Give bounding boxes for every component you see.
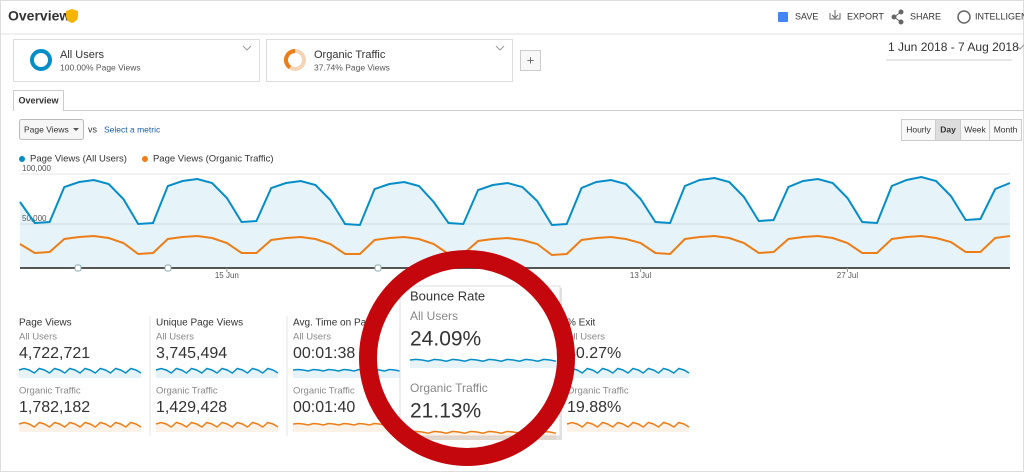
dropdown-caret[interactable]	[242, 45, 252, 51]
segment-label: Organic Traffic	[293, 386, 355, 397]
granularity-button[interactable]	[989, 119, 1022, 141]
scorecard-title: Bounce Rate	[410, 288, 485, 303]
segment-detail: 37.74% Page Views	[314, 62, 390, 72]
series-line	[19, 175, 1011, 227]
segment-label: Organic Traffic	[156, 386, 218, 397]
sparkline	[155, 367, 279, 374]
metric-value: 00:01:40	[293, 399, 355, 416]
segment-label: Organic Traffic	[19, 386, 81, 397]
segment-box[interactable]	[13, 39, 260, 82]
add-segment-button[interactable]	[520, 50, 541, 71]
scorecard-title: % Exit	[567, 318, 596, 329]
granularity-label: Hourly	[906, 124, 931, 134]
granularity-label: Week	[964, 124, 986, 134]
scorecard-title: Avg. Time on Page	[293, 318, 378, 329]
legend-label: Page Views (All Users)	[30, 154, 127, 165]
save-icon[interactable]	[778, 12, 788, 22]
page-title: Overview	[8, 8, 70, 24]
sparkline	[292, 368, 416, 372]
metric-value: 40.27%	[567, 345, 621, 362]
legend-label: Page Views (Organic Traffic)	[153, 154, 274, 165]
segment-label: All Users	[156, 332, 194, 343]
series-line	[19, 234, 1011, 257]
segment-label: All Users	[293, 332, 331, 343]
sparkline	[18, 367, 142, 374]
segment-box[interactable]	[266, 39, 513, 82]
y-tick-label: 50,000	[22, 214, 47, 223]
highlight-ring	[359, 250, 575, 466]
segment-ring	[30, 49, 52, 71]
dropdown-caret[interactable]	[495, 45, 505, 51]
segment-label: All Users	[567, 332, 605, 343]
segment-label: Organic Traffic	[567, 386, 629, 397]
tab-label: Overview	[18, 95, 59, 105]
metric-value: 4,722,721	[19, 345, 90, 362]
sparkline	[18, 421, 142, 428]
metric-value: 24.09%	[410, 328, 481, 351]
legend-swatch	[19, 156, 25, 162]
area	[20, 177, 1010, 268]
metric-value: 3,745,494	[156, 345, 227, 362]
vs-label: vs	[88, 124, 98, 134]
scorecard-title: Page Views	[19, 318, 72, 329]
share-icon[interactable]	[891, 9, 904, 25]
save-button[interactable]: SAVE	[795, 11, 818, 21]
sparkline	[155, 421, 279, 428]
segment-name: All Users	[60, 49, 105, 61]
annotation-marker[interactable]	[74, 264, 82, 272]
sparkline	[409, 358, 557, 362]
x-tick-label: 15 Jun	[215, 271, 239, 280]
select-metric-link[interactable]: Select a metric	[104, 124, 161, 134]
metric-value: 21.13%	[410, 400, 481, 423]
x-tick-label: 13 Jul	[630, 271, 652, 280]
segment-label: All Users	[410, 309, 458, 323]
dropdown-caret	[73, 128, 79, 131]
scorecard-title: Unique Page Views	[156, 318, 243, 329]
annotation-marker[interactable]	[164, 264, 172, 272]
tab-mask	[14, 108, 63, 112]
segment-ring	[283, 48, 296, 70]
add-segment-label: +	[527, 52, 535, 67]
segment-label: Organic Traffic	[410, 381, 488, 395]
metric-value: 19.88%	[567, 399, 621, 416]
granularity-label: Month	[994, 124, 1018, 134]
export-button[interactable]: EXPORT	[847, 11, 884, 21]
y-tick-label: 100,000	[22, 164, 51, 173]
legend-swatch	[141, 156, 148, 162]
x-tick-label: 27 Jul	[837, 271, 859, 280]
metric-value: 1,429,428	[156, 399, 227, 416]
granularity-label: Day	[940, 124, 956, 134]
segment-label: All Users	[19, 332, 57, 343]
date-range[interactable]: 1 Jun 2018 - 7 Aug 2018	[888, 40, 1019, 54]
intelligence-icon[interactable]	[957, 10, 971, 24]
export-icon[interactable]	[829, 10, 841, 20]
sparkline	[566, 367, 690, 374]
sparkline	[566, 421, 690, 428]
metric-dropdown[interactable]	[19, 119, 84, 140]
segment-detail: 100.00% Page Views	[60, 62, 141, 72]
intelligence-button[interactable]: INTELLIGENCE	[975, 11, 1024, 21]
metric-label: Page Views	[24, 124, 69, 134]
annotation-marker[interactable]	[374, 264, 382, 272]
metric-value: 00:01:38	[293, 345, 355, 362]
verified-icon	[66, 9, 78, 23]
share-button[interactable]: SHARE	[910, 11, 941, 21]
metric-value: 1,782,182	[19, 399, 90, 416]
segment-name: Organic Traffic	[314, 49, 386, 61]
dropdown-caret[interactable]	[1015, 44, 1024, 50]
